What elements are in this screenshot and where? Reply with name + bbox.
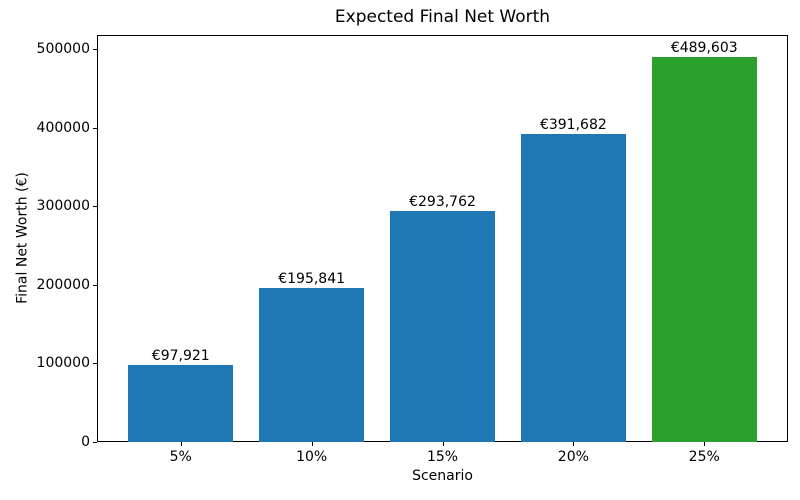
x-tick — [442, 442, 444, 446]
x-axis-label: Scenario — [412, 468, 473, 484]
y-tick-label: 0 — [81, 434, 90, 450]
chart-title: Expected Final Net Worth — [334, 7, 551, 27]
x-tick — [311, 442, 313, 446]
bar-15% — [390, 211, 495, 442]
y-tick-label: 500000 — [36, 40, 90, 57]
y-tick — [93, 284, 97, 286]
y-tick — [93, 442, 97, 443]
y-tick-label: 300000 — [36, 198, 90, 215]
x-tick — [180, 442, 182, 446]
y-tick-label: 100000 — [36, 355, 90, 372]
bar-value-label: €293,762 — [409, 194, 476, 211]
x-tick-label: 20% — [557, 449, 589, 465]
x-tick-label: 5% — [169, 449, 192, 465]
x-tick-label: 25% — [688, 449, 720, 465]
bar-10% — [259, 288, 364, 442]
x-tick-label: 15% — [426, 449, 459, 465]
bar-value-label: €97,921 — [151, 348, 210, 365]
plot-area — [97, 35, 788, 442]
bar-25% — [651, 57, 757, 442]
bar-5% — [128, 365, 234, 442]
y-tick-label: 200000 — [36, 276, 90, 293]
bar-value-label: €391,682 — [539, 117, 607, 134]
bar-20% — [521, 134, 626, 442]
x-tick — [704, 442, 706, 446]
y-tick — [93, 48, 97, 50]
y-tick-label: 400000 — [36, 119, 90, 136]
y-tick — [93, 363, 97, 365]
y-tick — [93, 127, 97, 129]
y-tick — [93, 206, 97, 208]
bar-value-label: €195,841 — [278, 271, 346, 288]
x-tick — [573, 442, 575, 446]
bar-value-label: €489,603 — [670, 40, 738, 57]
x-tick-label: 10% — [296, 449, 328, 465]
